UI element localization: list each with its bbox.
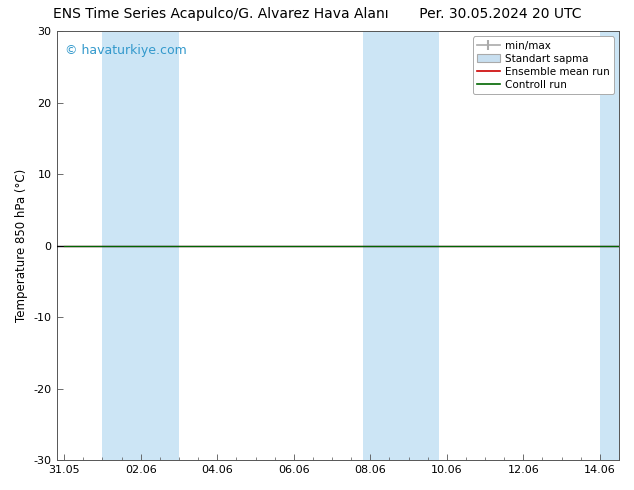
Bar bbox=[363, 31, 439, 460]
Y-axis label: Temperature 850 hPa (°C): Temperature 850 hPa (°C) bbox=[15, 169, 28, 322]
Legend: min/max, Standart sapma, Ensemble mean run, Controll run: min/max, Standart sapma, Ensemble mean r… bbox=[472, 36, 614, 94]
Bar bbox=[103, 31, 179, 460]
Text: © havaturkiye.com: © havaturkiye.com bbox=[65, 44, 187, 57]
Text: ENS Time Series Acapulco/G. Alvarez Hava Alanı       Per. 30.05.2024 20 UTC: ENS Time Series Acapulco/G. Alvarez Hava… bbox=[53, 7, 581, 22]
Bar bbox=[600, 31, 619, 460]
